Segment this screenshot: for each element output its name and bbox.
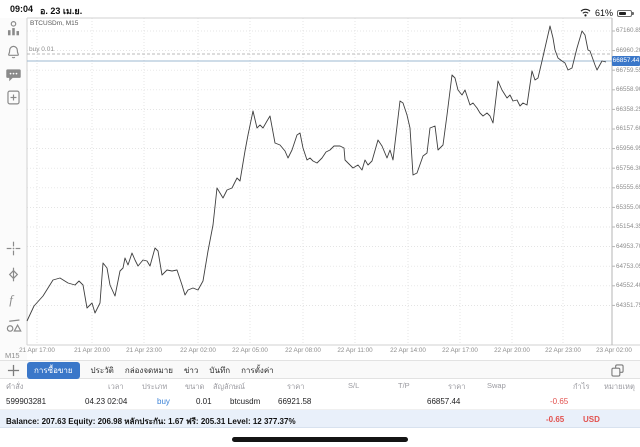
price-line-series	[26, 25, 607, 322]
total-profit: -0.65	[546, 414, 565, 424]
chart-canvas[interactable]	[0, 0, 640, 360]
tab-3[interactable]: ข่าว	[183, 366, 199, 375]
windows-layout-icon[interactable]	[611, 364, 624, 377]
tab-2[interactable]: กล่องจดหมาย	[124, 366, 173, 375]
cell: 599903281	[6, 397, 47, 406]
chart-symbol-label: BTCUSDm, M15	[30, 20, 79, 27]
cell: 66857.44	[427, 397, 461, 406]
tab-0-active[interactable]: การซื้อขาย	[27, 362, 80, 379]
tab-5[interactable]: การตั้งค่า	[241, 366, 274, 375]
open-position-row[interactable]: 599903281 04.23 02:04 buy 0.01 btcusdm 66921.…	[0, 392, 640, 410]
x-axis-label: 22 Apr 23:00	[545, 347, 581, 354]
y-axis-label: 64753.05	[616, 262, 640, 270]
column-header: Swap	[487, 381, 506, 390]
alerts-icon[interactable]	[5, 43, 22, 60]
timeframe-label[interactable]: M15	[5, 351, 20, 360]
x-axis-label: 22 Apr 02:00	[180, 347, 216, 354]
column-header: กำไร	[573, 382, 590, 391]
tab-1[interactable]: ประวัติ	[90, 366, 114, 375]
account-summary-text: Balance: 207.63 Equity: 206.98 หลักประกั…	[6, 416, 296, 426]
orders-table-header: คำสั่ง เวลา ประเภท ขนาด สัญลักษณ์ ราคา S/L T/P ร…	[0, 379, 640, 392]
column-header: ราคา	[287, 382, 305, 391]
y-axis-label: 64552.40	[616, 282, 640, 290]
profit-currency: USD	[583, 414, 600, 424]
x-axis-label: 22 Apr 08:00	[285, 347, 321, 354]
wifi-icon	[580, 4, 591, 22]
cell: buy	[157, 397, 170, 406]
battery-percent: 61%	[594, 8, 613, 18]
cell: 0.01	[196, 397, 212, 406]
x-axis-label: 22 Apr 11:00	[337, 347, 373, 354]
x-axis-label: 22 Apr 17:00	[442, 347, 478, 354]
column-header: S/L	[348, 381, 360, 390]
y-axis-label: 64953.70	[616, 243, 640, 250]
column-header: เวลา	[108, 382, 124, 391]
current-price-tag: 66857.44	[612, 55, 640, 67]
tab-4[interactable]: บันทึก	[209, 366, 231, 375]
cell: 04.23 02:04	[85, 397, 128, 406]
account-summary-bar: Balance: 207.63 Equity: 206.98 หลักประกั…	[0, 410, 640, 428]
x-axis-label: 21 Apr 20:00	[74, 347, 110, 354]
cell: 66921.58	[278, 397, 312, 406]
column-header: ขนาด	[185, 382, 205, 391]
y-axis-label: 65154.35	[616, 223, 640, 231]
y-axis-label: 66558.90	[616, 86, 640, 94]
y-axis-label: 66759.55	[616, 66, 640, 74]
x-axis-label: 22 Apr 20:00	[494, 347, 530, 354]
column-header: หมายเหตุ	[604, 382, 635, 391]
y-axis-label: 65756.30	[616, 164, 640, 172]
cell: -0.65	[550, 397, 569, 406]
price-chart[interactable]: BTCUSDm, M15 buy 0.01 66857.44 67160.85 6…	[0, 0, 640, 360]
chat-icon[interactable]	[5, 66, 22, 83]
column-header: สัญลักษณ์	[213, 382, 246, 391]
y-axis-label: 65956.95	[616, 145, 640, 152]
y-axis-label: 66358.25	[616, 105, 640, 113]
svg-text:f: f	[9, 293, 15, 307]
x-axis-label: 23 Apr 02:00	[596, 347, 632, 354]
y-axis-label: 65355.00	[616, 203, 640, 211]
y-axis-label: 66960.20	[616, 47, 640, 54]
x-axis-label: 22 Apr 05:00	[232, 347, 268, 354]
functions-icon[interactable]: f	[5, 291, 22, 308]
account-icon[interactable]	[5, 20, 22, 37]
column-header: T/P	[398, 381, 410, 390]
y-axis-label: 66157.60	[616, 125, 640, 133]
crosshair-icon[interactable]	[5, 240, 22, 257]
y-axis-label: 64351.75	[616, 301, 640, 309]
position-label: buy 0.01	[29, 46, 54, 53]
battery-icon	[617, 9, 634, 17]
status-bar: 09:04 อ. 23 เม.ย. 61%	[0, 0, 640, 18]
column-header: คำสั่ง	[6, 382, 24, 391]
column-header: ประเภท	[142, 382, 168, 391]
x-axis-label: 21 Apr 23:00	[126, 347, 162, 354]
clock: 09:04	[10, 4, 34, 14]
objects-icon[interactable]	[5, 317, 22, 334]
home-indicator[interactable]	[232, 437, 408, 442]
status-date: อ. 23 เม.ย.	[40, 6, 83, 16]
new-order-icon[interactable]	[5, 89, 22, 106]
x-axis-label: 22 Apr 14:00	[390, 347, 426, 354]
cell: btcusdm	[230, 397, 261, 406]
x-axis-label: 21 Apr 17:00	[19, 347, 55, 354]
indicators-icon[interactable]	[5, 266, 22, 283]
bottom-tab-bar: การซื้อขาย ประวัติ กล่องจดหมาย ข่าว บันทึก กา…	[0, 360, 640, 379]
column-header: ราคา	[448, 382, 466, 391]
chart-sidebar: f M15	[0, 18, 27, 360]
y-axis-label: 65555.65	[616, 184, 640, 192]
y-axis-label: 67160.85	[616, 27, 640, 35]
add-tab-icon[interactable]	[7, 364, 20, 377]
